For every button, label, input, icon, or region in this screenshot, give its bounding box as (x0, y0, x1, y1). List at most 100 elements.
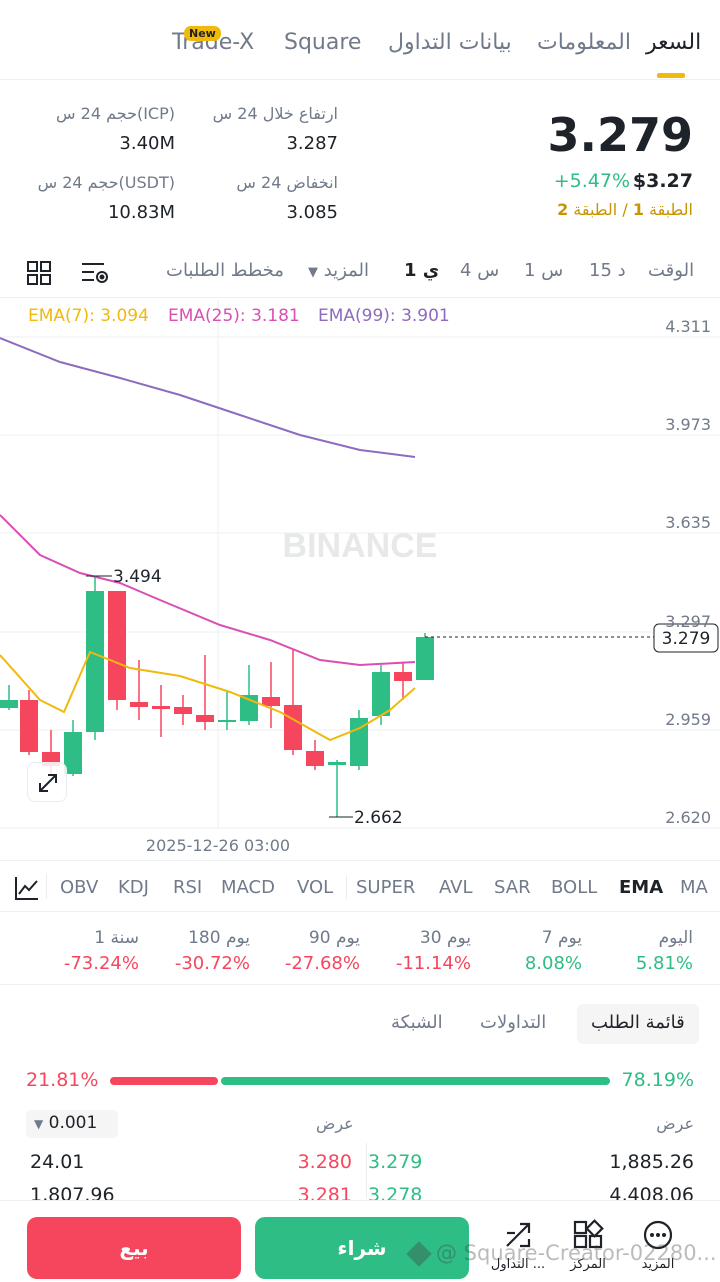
bid-ratio-bar (221, 1077, 610, 1085)
interval-15m[interactable]: 15 د (589, 260, 626, 281)
indicator-ma[interactable]: MA (680, 877, 708, 898)
tab-trading-data[interactable]: بيانات التداول (388, 30, 512, 55)
tab-price[interactable]: السعر (646, 30, 702, 55)
candlestick-chart[interactable]: BINANCE 3.279 3.494 2.662 4.311 3.973 3.63… (0, 300, 720, 856)
y-tick-label: 2.620 (665, 808, 711, 827)
nav-more[interactable]: المزيد (630, 1219, 686, 1272)
current-price-label: 3.279 (662, 629, 711, 649)
interval-4h[interactable]: 4 س (460, 260, 500, 281)
nav-center[interactable]: المركز (560, 1219, 616, 1272)
ask-ratio: 21.81% (26, 1069, 99, 1091)
apps-icon (573, 1219, 604, 1249)
sell-button[interactable]: بيع (27, 1217, 241, 1279)
creator-watermark-text: @ Square-Creator-02280... (436, 1241, 717, 1265)
low-24h-label: انخفاض 24 س (236, 173, 338, 192)
vol-icp-label: حجم 24 س(ICP) (56, 104, 175, 123)
more-intervals-dropdown[interactable]: ▼ المزيد (308, 260, 369, 281)
precision-dropdown[interactable]: ▼ 0.001 (26, 1110, 118, 1138)
vol-usdt-label: حجم 24 س(USDT) (37, 173, 175, 192)
vol-usdt-value: 10.83M (107, 202, 175, 223)
indicator-avl[interactable]: AVL (439, 877, 473, 898)
candle-body (218, 720, 236, 722)
bid-header: عرض (656, 1114, 694, 1133)
nav-center-label: المركز (570, 1257, 606, 1272)
ema7-legend: EMA(7): 3.094 (28, 306, 149, 326)
interval-1d[interactable]: 1 ي (404, 260, 440, 281)
candle-body (152, 706, 170, 709)
fullscreen-button[interactable] (27, 762, 67, 802)
tab-grid[interactable]: الشبكة (391, 1012, 443, 1033)
x-axis-label: 2025-12-26 03:00 (146, 836, 290, 855)
candle-body (108, 591, 126, 700)
top-tabs: Trade-X New Square بيانات التداول المعلو… (0, 0, 720, 80)
indicator-sar[interactable]: SAR (494, 877, 531, 898)
low-24h-value: 3.085 (286, 202, 338, 223)
precision-value: 0.001 (48, 1113, 98, 1133)
indicator-bar: MA EMA BOLL SAR AVL SUPER VOL MACD RSI KDJ OBV (0, 860, 720, 912)
usd-price: $3.27 (632, 170, 693, 192)
interval-time[interactable]: الوقت (648, 260, 695, 281)
indicator-vol[interactable]: VOL (297, 877, 334, 898)
candle-body (328, 762, 346, 765)
tab-info[interactable]: المعلومات (537, 30, 631, 55)
bid-ratio: 78.19% (621, 1069, 694, 1091)
last-price: 3.279 (547, 108, 693, 162)
ema25-line (0, 514, 416, 667)
tier-prefix: الطبقة (649, 200, 693, 219)
tier-2: 2 (557, 200, 569, 219)
candle-body (196, 715, 214, 722)
depth-chart-tab[interactable]: مخطط الطلبات (166, 260, 284, 281)
binance-watermark: BINANCE (283, 527, 438, 565)
bid-price: 3.279 (368, 1151, 423, 1173)
candle-body (0, 700, 18, 708)
indicator-rsi[interactable]: RSI (173, 877, 203, 898)
vol-icp-value: 3.40M (119, 133, 175, 154)
perf-period-label: 90 يوم (308, 928, 360, 948)
perf-period-label: 180 يوم (188, 928, 250, 948)
y-tick-label: 3.973 (665, 415, 711, 434)
trade-arrows-icon (506, 1222, 531, 1248)
ema7-line (0, 650, 416, 742)
order-book-center-divider (366, 1143, 367, 1199)
indicator-obv[interactable]: OBV (60, 877, 99, 898)
perf-period-label: 7 يوم (541, 928, 582, 948)
indicator-boll[interactable]: BOLL (551, 877, 598, 898)
chart-settings-icon[interactable] (80, 260, 110, 291)
price-change: +5.47% (553, 170, 630, 192)
candle-body (306, 751, 324, 766)
candle-body (372, 672, 390, 716)
ask-ratio-bar (110, 1077, 219, 1085)
indicator-macd[interactable]: MACD (221, 877, 275, 898)
tier-sep: / الطبقة (573, 200, 628, 219)
perf-period-label: 30 يوم (419, 928, 471, 948)
perf-period-label: 1 سنة (94, 928, 139, 948)
tab-trades[interactable]: التداولات (480, 1012, 547, 1033)
new-badge: New (184, 26, 221, 41)
buy-button[interactable]: شراء (255, 1217, 469, 1279)
sell-label: بيع (119, 1236, 149, 1260)
high-24h-value: 3.287 (286, 133, 338, 154)
nav-trade[interactable]: التداول ... (490, 1219, 546, 1272)
tier-label[interactable]: الطبقة 1 / الطبقة 2 (557, 200, 693, 219)
indicator-settings-icon[interactable] (14, 875, 40, 905)
expand-icon (39, 774, 57, 792)
ask-price: 3.280 (297, 1151, 352, 1173)
grid-layout-icon[interactable] (26, 260, 52, 291)
indicator-super[interactable]: SUPER (356, 877, 416, 898)
tab-square[interactable]: Square (284, 30, 362, 55)
ema25-legend: EMA(25): 3.181 (168, 306, 300, 326)
candle-body (284, 705, 302, 750)
chevron-down-icon: ▼ (34, 1117, 44, 1131)
indicator-ema[interactable]: EMA (619, 877, 664, 898)
more-dots-icon (643, 1220, 673, 1250)
more-intervals-label: المزيد (323, 260, 370, 281)
ask-quantity: 24.01 (30, 1151, 85, 1173)
indicator-kdj[interactable]: KDJ (118, 877, 149, 898)
active-tab-indicator (657, 73, 685, 78)
perf-period-label: اليوم (658, 928, 693, 948)
perf-period-value: -27.68% (284, 953, 360, 974)
interval-1h[interactable]: 1 س (524, 260, 564, 281)
perf-period-value: -30.72% (174, 953, 250, 974)
tab-order-book[interactable]: قائمة الطلب (577, 1004, 699, 1044)
high-marker: 3.494 (113, 567, 162, 587)
